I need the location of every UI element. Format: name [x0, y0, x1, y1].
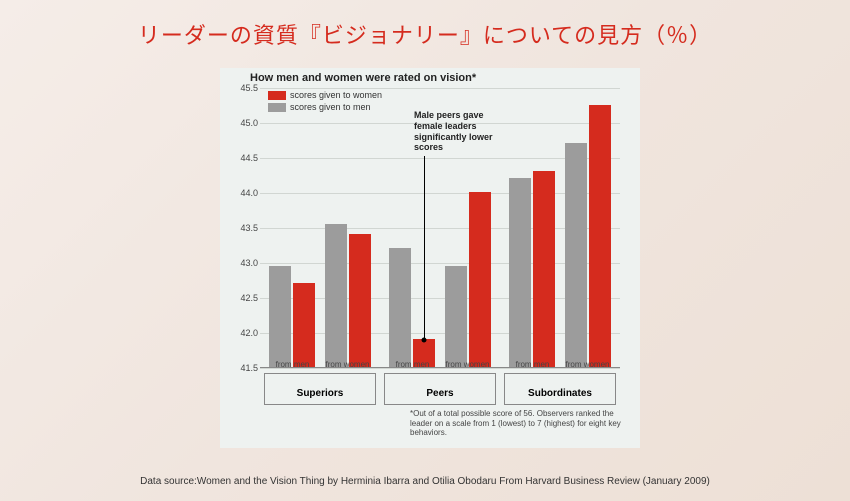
- gridline: [260, 88, 620, 89]
- group-box: from menfrom womenSubordinates: [504, 373, 616, 405]
- annotation-dot: [422, 338, 427, 343]
- y-tick-label: 45.5: [240, 83, 258, 93]
- group-box: from menfrom womenPeers: [384, 373, 496, 405]
- bar-women: [293, 283, 315, 367]
- bar-men: [269, 266, 291, 368]
- y-tick-label: 44.0: [240, 188, 258, 198]
- group-sublabel: from women: [560, 360, 615, 369]
- bar-men: [325, 224, 347, 368]
- group-title: Superiors: [265, 376, 375, 399]
- y-tick-label: 43.5: [240, 223, 258, 233]
- y-tick-label: 42.5: [240, 293, 258, 303]
- bar-men: [445, 266, 467, 368]
- chart-footnote: *Out of a total possible score of 56. Ob…: [410, 409, 630, 438]
- bar-women: [533, 171, 555, 367]
- plot-area: 41.542.042.543.043.544.044.545.045.5 fro…: [260, 88, 620, 368]
- chart-panel: How men and women were rated on vision* …: [220, 68, 640, 448]
- bar-men: [565, 143, 587, 367]
- data-source: Data source:Women and the Vision Thing b…: [0, 476, 850, 487]
- bar-women: [349, 234, 371, 367]
- slide-title: リーダーの資質『ビジョナリー』についての見方（％）: [0, 0, 850, 50]
- group-sublabel: from women: [320, 360, 375, 369]
- group-title: Subordinates: [505, 376, 615, 399]
- annotation-text: Male peers gave female leaders significa…: [414, 110, 514, 153]
- y-tick-label: 45.0: [240, 118, 258, 128]
- group-sublabel: from men: [505, 360, 560, 369]
- group-sublabel: from women: [440, 360, 495, 369]
- bar-men: [389, 248, 411, 367]
- group-sublabel: from men: [385, 360, 440, 369]
- group-sublabel: from men: [265, 360, 320, 369]
- bar-women: [589, 105, 611, 368]
- chart-title: How men and women were rated on vision*: [220, 68, 640, 90]
- group-box: from menfrom womenSuperiors: [264, 373, 376, 405]
- y-axis: 41.542.042.543.043.544.044.545.045.5: [232, 88, 258, 368]
- bar-men: [509, 178, 531, 367]
- y-tick-label: 42.0: [240, 328, 258, 338]
- y-tick-label: 43.0: [240, 258, 258, 268]
- y-tick-label: 41.5: [240, 363, 258, 373]
- y-tick-label: 44.5: [240, 153, 258, 163]
- group-title: Peers: [385, 376, 495, 399]
- annotation-line: [424, 156, 425, 340]
- bar-women: [469, 192, 491, 367]
